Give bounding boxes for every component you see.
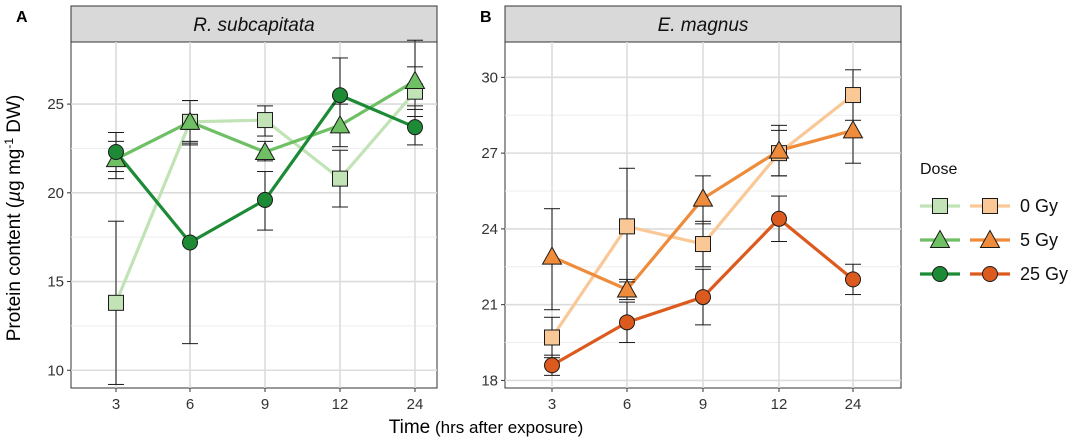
panel-a-point-0gy [108, 294, 124, 311]
panel-a-xtick-label: 9 [261, 396, 269, 413]
panel-a-title: R. subcapitata [193, 15, 314, 36]
y-axis-title: Protein content (µg mg-1 DW) [2, 95, 25, 342]
panel-a: R. subcapitata A 10 15 20 25 3 6 9 12 24 [16, 5, 438, 413]
panel-a-ytick-label: 25 [47, 96, 64, 113]
panel-b-xtick-label: 24 [845, 396, 862, 413]
panel-b-point-5gy [616, 278, 638, 298]
panel-b-strip [504, 5, 902, 43]
panel-b-point-0gy [695, 236, 711, 253]
panel-a-point-25gy [407, 119, 423, 136]
legend-key-marker-orange-25gy [982, 266, 998, 282]
legend-title: Dose [920, 161, 957, 178]
panel-a-point-0gy [257, 112, 273, 129]
panel-b-point-25gy [845, 271, 861, 288]
panel-b-point-0gy [845, 87, 861, 104]
panel-a-point-5gy [254, 141, 276, 161]
legend-key-marker-green-25gy [932, 266, 948, 282]
legend: Dose 0 Gy 5 Gy 25 Gy [920, 161, 1068, 284]
panel-b-point-25gy [771, 210, 787, 227]
panel-b-ytick-label: 21 [481, 297, 498, 314]
panel-b-series [541, 69, 864, 376]
panel-b-point-5gy [842, 119, 864, 139]
panel-a-point-5gy [179, 111, 201, 130]
panel-a-point-25gy [108, 144, 124, 161]
legend-label-0gy: 0 Gy [1020, 196, 1058, 216]
legend-keys [920, 198, 1010, 282]
panel-b-point-25gy [619, 314, 635, 331]
panel-a-axis-ticks: 10 15 20 25 3 6 9 12 24 [47, 96, 423, 413]
panel-b-xtick-label: 3 [548, 396, 556, 413]
panel-b-xtick-label: 6 [623, 396, 631, 413]
panel-a-point-5gy [404, 70, 426, 90]
panel-b-point-25gy [695, 289, 711, 306]
legend-label-25gy: 25 Gy [1020, 264, 1068, 284]
panel-b: E. magnus B 18 21 24 27 30 3 6 9 12 24 [480, 5, 902, 413]
panel-a-point-25gy [257, 191, 273, 208]
panel-a-xtick-label: 24 [407, 396, 424, 413]
panel-b-point-5gy [692, 188, 714, 207]
panel-a-xtick-label: 12 [332, 396, 349, 413]
panel-b-ytick-label: 30 [481, 69, 498, 86]
legend-key-marker-orange-5gy [979, 229, 1001, 248]
legend-key-marker-green-5gy [929, 229, 951, 248]
panel-b-ytick-label: 18 [481, 372, 498, 389]
panel-a-series [105, 39, 426, 385]
panel-b-point-5gy [541, 246, 563, 265]
panel-a-ytick-label: 20 [47, 185, 64, 202]
panel-a-xtick-label: 3 [112, 396, 120, 413]
panel-a-letter: A [16, 9, 28, 26]
panel-a-point-25gy [182, 234, 198, 251]
panel-b-point-0gy [619, 218, 635, 235]
x-axis-title: Time (hrs after exposure) [389, 417, 584, 438]
panel-b-point-5gy [768, 140, 790, 159]
panel-a-ytick-label: 15 [47, 274, 64, 291]
legend-key-marker-green-0gy [932, 198, 948, 214]
panel-b-xtick-label: 12 [771, 396, 788, 413]
panel-a-ytick-label: 10 [47, 362, 64, 379]
panel-b-point-0gy [544, 329, 560, 346]
panel-a-point-25gy [332, 87, 348, 104]
panel-b-ytick-label: 27 [481, 145, 498, 162]
panel-a-strip [70, 5, 438, 43]
panel-a-xtick-label: 6 [186, 396, 194, 413]
panel-b-xtick-label: 9 [699, 396, 707, 413]
legend-key-marker-orange-0gy [982, 198, 998, 214]
panel-b-axis-ticks: 18 21 24 27 30 3 6 9 12 24 [481, 69, 861, 413]
panel-a-background [70, 41, 438, 389]
panel-b-ytick-label: 24 [481, 221, 498, 238]
legend-label-5gy: 5 Gy [1020, 230, 1058, 250]
panel-a-point-5gy [329, 114, 351, 134]
panel-b-title: E. magnus [658, 15, 749, 36]
panel-b-point-25gy [544, 357, 560, 374]
panel-b-letter: B [480, 9, 492, 26]
panel-a-point-0gy [332, 170, 348, 187]
